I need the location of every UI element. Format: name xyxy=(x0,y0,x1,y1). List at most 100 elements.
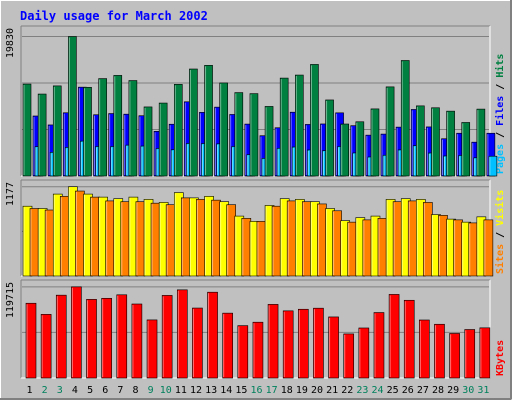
day-label: 15 xyxy=(235,385,247,396)
max-value-label: 119715 xyxy=(5,282,16,318)
bar-kbytes xyxy=(101,297,112,379)
bar-kbytes xyxy=(343,333,355,379)
day-label: 10 xyxy=(160,385,172,396)
day-label: 5 xyxy=(87,385,93,396)
bar-kbytes xyxy=(86,299,97,379)
day-label: 25 xyxy=(387,385,399,396)
legend: KBytes xyxy=(495,340,506,376)
day-label: 22 xyxy=(341,385,353,396)
bar-hits xyxy=(385,86,395,177)
bar-hits xyxy=(173,84,183,177)
day-label: 26 xyxy=(402,385,414,396)
bar-kbytes xyxy=(403,299,415,379)
day-label: 21 xyxy=(326,385,338,396)
bar-kbytes xyxy=(131,303,143,379)
bar-kbytes xyxy=(25,302,37,379)
bar-hits xyxy=(264,106,274,177)
bar-kbytes xyxy=(358,327,370,379)
bar-kbytes xyxy=(116,294,128,379)
day-label: 14 xyxy=(220,385,232,396)
bar-kbytes xyxy=(176,289,188,379)
day-label: 28 xyxy=(432,385,444,396)
bar-hits xyxy=(431,107,440,177)
bar-kbytes xyxy=(237,325,249,379)
day-label: 16 xyxy=(250,385,262,396)
bar-hits xyxy=(461,122,471,177)
day-label: 6 xyxy=(102,385,108,396)
day-label: 20 xyxy=(311,385,323,396)
day-label: 8 xyxy=(132,385,138,396)
bar-hits xyxy=(370,108,380,177)
bar-hits xyxy=(83,86,92,177)
bar-hits xyxy=(476,108,486,177)
day-label: 7 xyxy=(117,385,123,396)
hits-panel: 19830 Pages / Files / Hits xyxy=(5,25,506,177)
day-label: 13 xyxy=(205,385,217,396)
bar-kbytes xyxy=(449,333,460,379)
bar-hits xyxy=(204,65,213,177)
bar-kbytes xyxy=(267,304,279,379)
bar-hits xyxy=(37,93,47,177)
bar-kbytes xyxy=(298,308,309,379)
day-label: 2 xyxy=(42,385,48,396)
bar-hits xyxy=(279,77,289,177)
bar-hits xyxy=(143,106,153,177)
legend-pages: Pages xyxy=(495,144,506,174)
bar-hits xyxy=(52,85,62,177)
bar-kbytes xyxy=(373,312,385,379)
day-label: 31 xyxy=(477,385,489,396)
panels: 19830 Pages / Files / Hits 1177 Sites / Vis… xyxy=(5,25,506,379)
legend: Sites / Visits xyxy=(494,190,506,274)
bar-kbytes xyxy=(313,307,324,379)
bar-hits xyxy=(310,64,319,177)
legend-hits: Hits xyxy=(494,54,506,78)
bar-kbytes xyxy=(71,286,82,379)
bar-hits xyxy=(22,83,32,177)
bar-hits xyxy=(340,123,350,177)
bar-hits xyxy=(249,93,259,177)
max-value-label: 1177 xyxy=(5,182,16,206)
bar-kbytes xyxy=(40,314,52,379)
day-label: 19 xyxy=(296,385,308,396)
chart-title: Daily usage for March 2002 xyxy=(20,9,208,23)
bar-hits xyxy=(113,75,123,177)
bar-kbytes xyxy=(388,294,400,379)
bar-kbytes xyxy=(55,294,67,379)
day-label: 23 xyxy=(356,385,368,396)
bar-kbytes xyxy=(464,329,476,379)
bar-hits xyxy=(219,82,228,177)
bar-kbytes xyxy=(146,319,158,379)
legend-visits: Visits xyxy=(494,190,506,226)
bar-hits xyxy=(98,78,107,177)
legend-sites: Sites xyxy=(494,244,506,274)
legend-kbytes: KBytes xyxy=(495,340,506,376)
day-label: 17 xyxy=(266,385,278,396)
bar-kbytes xyxy=(192,307,203,379)
bar-kbytes xyxy=(282,310,294,379)
day-labels: 1 2 3 4 5 6 7 8 9 10 11 12 13 14 15 16 17 18 19 20 21 22 23 24 2… xyxy=(27,385,490,396)
bar-kbytes xyxy=(252,321,264,379)
legend-files: Files xyxy=(494,96,506,126)
day-label: 1 xyxy=(27,385,33,396)
bar-kbytes xyxy=(419,319,430,379)
bar-kbytes xyxy=(222,312,233,379)
day-label: 29 xyxy=(447,385,459,396)
visits-panel: 1177 Sites / Visits xyxy=(5,179,506,277)
bar-kbytes xyxy=(207,291,218,379)
bar-kbytes xyxy=(479,327,491,379)
legend: Pages / Files / Hits xyxy=(494,54,506,174)
day-label: 11 xyxy=(175,385,187,396)
day-label: 27 xyxy=(417,385,429,396)
bar-hits xyxy=(68,36,77,177)
bar-kbytes xyxy=(161,295,173,379)
kbytes-panel: 119715 KBytes xyxy=(5,279,506,379)
day-label: 12 xyxy=(190,385,202,396)
legend-separator: / xyxy=(495,126,506,144)
bar-hits xyxy=(158,102,168,177)
bar-hits xyxy=(128,80,138,177)
day-label: 4 xyxy=(72,385,78,396)
bar-hits xyxy=(234,92,244,177)
bar-sites xyxy=(483,219,494,277)
